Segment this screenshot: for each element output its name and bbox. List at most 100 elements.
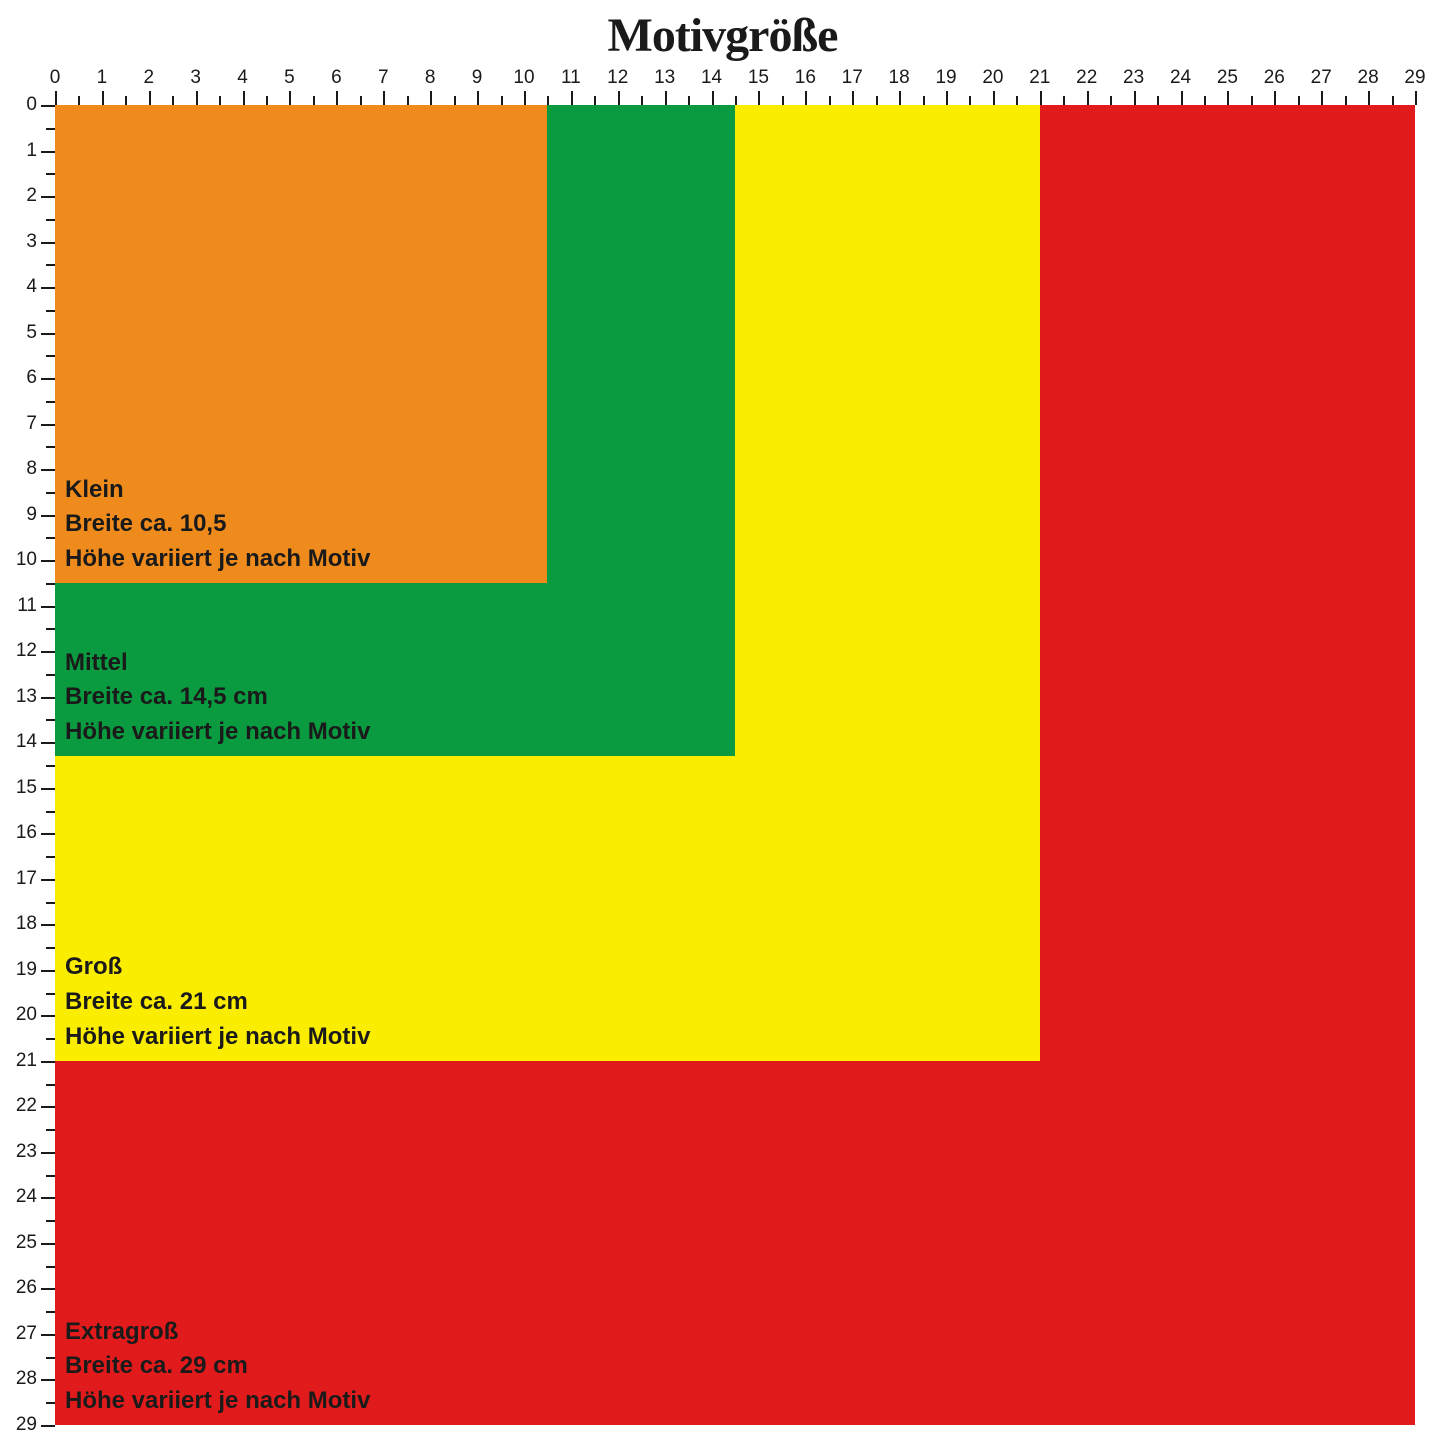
ruler-tick-minor (46, 856, 55, 858)
ruler-label: 5 (11, 322, 37, 344)
size-label-line: Höhe variiert je nach Motiv (65, 715, 370, 750)
ruler-label: 7 (378, 67, 389, 89)
ruler-tick-minor (46, 1220, 55, 1222)
ruler-label: 21 (11, 1050, 37, 1072)
ruler-tick (41, 515, 55, 517)
ruler-tick (852, 91, 854, 105)
ruler-label: 6 (331, 67, 342, 89)
ruler-tick (1321, 91, 1323, 105)
ruler-label: 28 (1358, 67, 1379, 89)
ruler-tick-minor (829, 96, 831, 105)
ruler-tick-minor (782, 96, 784, 105)
ruler-tick-minor (313, 96, 315, 105)
ruler-tick (243, 91, 245, 105)
size-label-mittel: MittelBreite ca. 14,5 cmHöhe variiert je… (65, 646, 370, 750)
ruler-label: 4 (11, 276, 37, 298)
ruler-label: 24 (1170, 67, 1191, 89)
ruler-label: 9 (11, 504, 37, 526)
ruler-tick (41, 287, 55, 289)
ruler-label: 19 (935, 67, 956, 89)
ruler-tick (899, 91, 901, 105)
ruler-label: 6 (11, 367, 37, 389)
ruler-tick (289, 91, 291, 105)
ruler-tick-minor (501, 96, 503, 105)
ruler-horizontal: 0123456789101112131415161718192021222324… (55, 65, 1415, 105)
ruler-tick (41, 697, 55, 699)
ruler-tick (41, 879, 55, 881)
ruler-tick-minor (46, 446, 55, 448)
ruler-tick-minor (125, 96, 127, 105)
size-label-line: Breite ca. 21 cm (65, 985, 370, 1020)
ruler-tick (41, 1061, 55, 1063)
ruler-tick-minor (46, 1266, 55, 1268)
ruler-label: 23 (1123, 67, 1144, 89)
ruler-label: 28 (11, 1368, 37, 1390)
ruler-label: 17 (842, 67, 863, 89)
ruler-tick (524, 91, 526, 105)
ruler-tick (41, 1425, 55, 1427)
ruler-label: 10 (11, 549, 37, 571)
ruler-tick-minor (46, 310, 55, 312)
ruler-tick (41, 1106, 55, 1108)
ruler-tick (1274, 91, 1276, 105)
ruler-label: 9 (472, 67, 483, 89)
ruler-tick (1040, 91, 1042, 105)
ruler-tick-minor (46, 1084, 55, 1086)
size-label-groß: GroßBreite ca. 21 cmHöhe variiert je nac… (65, 950, 370, 1054)
ruler-tick-minor (46, 1311, 55, 1313)
size-box-klein: KleinBreite ca. 10,5Höhe variiert je nac… (55, 105, 547, 583)
ruler-tick (41, 151, 55, 153)
ruler-label: 27 (1311, 67, 1332, 89)
ruler-label: 16 (795, 67, 816, 89)
ruler-tick-minor (219, 96, 221, 105)
size-label-line: Klein (65, 473, 370, 508)
size-chart-container: Motivgröße 01234567891011121314151617181… (0, 0, 1445, 1445)
ruler-tick-minor (46, 219, 55, 221)
ruler-label: 8 (425, 67, 436, 89)
ruler-tick-minor (688, 96, 690, 105)
ruler-tick-minor (1157, 96, 1159, 105)
ruler-tick-minor (46, 1175, 55, 1177)
ruler-label: 24 (11, 1186, 37, 1208)
ruler-tick (1181, 91, 1183, 105)
ruler-tick-minor (46, 765, 55, 767)
ruler-label: 14 (11, 731, 37, 753)
ruler-tick-minor (594, 96, 596, 105)
size-label-line: Höhe variiert je nach Motiv (65, 542, 370, 577)
ruler-label: 18 (889, 67, 910, 89)
size-label-line: Höhe variiert je nach Motiv (65, 1020, 370, 1055)
ruler-tick-minor (46, 401, 55, 403)
ruler-tick (41, 1015, 55, 1017)
ruler-tick-minor (46, 1129, 55, 1131)
ruler-tick (430, 91, 432, 105)
ruler-tick (149, 91, 151, 105)
ruler-tick-minor (46, 811, 55, 813)
ruler-tick-minor (1016, 96, 1018, 105)
ruler-tick-minor (46, 128, 55, 130)
ruler-tick (41, 333, 55, 335)
ruler-tick-minor (360, 96, 362, 105)
ruler-tick (1415, 91, 1417, 105)
ruler-tick (41, 1197, 55, 1199)
ruler-tick (41, 378, 55, 380)
ruler-tick (41, 469, 55, 471)
ruler-tick-minor (969, 96, 971, 105)
ruler-tick (1368, 91, 1370, 105)
ruler-label: 2 (143, 67, 154, 89)
ruler-vertical: 0123456789101112131415161718192021222324… (15, 105, 55, 1425)
ruler-label: 26 (11, 1277, 37, 1299)
ruler-tick-minor (735, 96, 737, 105)
ruler-tick (41, 833, 55, 835)
ruler-tick (1134, 91, 1136, 105)
ruler-label: 17 (11, 868, 37, 890)
ruler-label: 29 (1404, 67, 1425, 89)
ruler-tick (41, 606, 55, 608)
size-label-line: Extragroß (65, 1315, 370, 1350)
ruler-label: 12 (607, 67, 628, 89)
ruler-label: 20 (11, 1004, 37, 1026)
ruler-tick-minor (46, 264, 55, 266)
ruler-tick-minor (46, 993, 55, 995)
ruler-label: 11 (561, 67, 581, 89)
ruler-label: 15 (11, 777, 37, 799)
ruler-label: 25 (1217, 67, 1238, 89)
